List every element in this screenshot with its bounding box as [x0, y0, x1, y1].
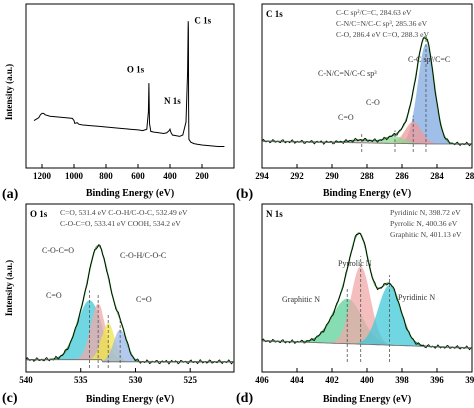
peak-label: C-C sp²/C=C [408, 55, 450, 64]
peak-label: C-O [366, 98, 380, 107]
legend-b: C-C sp²/C=C, 284.63 eV C-N/C=N/C-C sp³, 2… [336, 8, 429, 39]
xticks-d: 406 404 402 400 398 396 394 [255, 368, 474, 385]
survey-spectrum-line [33, 21, 225, 147]
legend-line: C-N/C=N/C-C sp³, 285.36 eV [336, 19, 428, 28]
xtick-label: 294 [255, 171, 269, 181]
xtick-label: 406 [255, 375, 269, 385]
peak-label: C-O-C=O [42, 246, 74, 255]
panel-c: Intensity (a.u.) O 1s C=O, 531.4 eV C-O-… [2, 203, 235, 406]
fitted-peak [262, 44, 472, 144]
panel-d: N 1s Pyridinic N, 398.72 eV Pyrrolic N, 4… [236, 203, 474, 406]
peak-labels-b: C-C sp²/C=C C-N/C=N/C-C sp³ C-O C=O [318, 55, 450, 122]
xtick-label: 540 [19, 375, 33, 385]
xtick-label: 402 [325, 375, 339, 385]
legend-line: C=O, 531.4 eV C-O-H/C-O-C, 532.49 eV [60, 208, 188, 217]
xticks-b: 294 292 290 288 286 284 282 [255, 164, 474, 181]
panel-label-c: (c) [2, 391, 18, 406]
xtick-label: 400 [360, 375, 374, 385]
ylabel-c: Intensity (a.u.) [4, 260, 14, 316]
peak-label: C=O [136, 295, 152, 304]
xlabel-a: Binding Energy (eV) [86, 188, 174, 199]
peak-label: Pyridinic N [398, 293, 435, 302]
xtick-label: 404 [290, 375, 304, 385]
peak-annotation: N 1s [164, 96, 181, 106]
xtick-label: 800 [99, 171, 113, 181]
xtick-label: 292 [290, 171, 304, 181]
panel-b: C 1s C-C sp²/C=C, 284.63 eV C-N/C=N/C-C s… [236, 3, 474, 202]
xlabel-d: Binding Energy (eV) [323, 394, 411, 405]
xticks-c: 540 535 530 525 [19, 368, 197, 385]
fitted-peaks-b [261, 36, 473, 152]
xtick-label: 1200 [33, 171, 52, 181]
raw-spectrum-line [25, 244, 235, 365]
xtick-label: 600 [131, 171, 145, 181]
xtick-label: 200 [195, 171, 209, 181]
background-line [26, 359, 234, 363]
title-d: N 1s [266, 209, 283, 219]
peak-labels-c: C-O-C=O C-O-H/C-O-C C=O C=O [42, 246, 166, 304]
xtick-label: 1000 [65, 171, 84, 181]
legend-c: C=O, 531.4 eV C-O-H/C-O-C, 532.49 eV C-O-… [60, 208, 188, 228]
xtick-label: 525 [183, 375, 197, 385]
peak-label: C-O-H/C-O-C [120, 251, 166, 260]
peak-annotation: C 1s [194, 16, 211, 26]
fitted-peak [262, 121, 472, 144]
axes-frame-a [25, 3, 235, 169]
fitted-peaks-c [25, 244, 235, 368]
peak-label: C=O [46, 291, 62, 300]
xtick-label: 400 [163, 171, 177, 181]
legend-line: Pyrrolic N, 400.36 eV [390, 219, 458, 228]
peak-label: Graphitic N [282, 295, 320, 304]
fitted-peak [262, 139, 472, 144]
panel-label-b: (b) [236, 187, 253, 202]
panel-label-d: (d) [236, 391, 253, 406]
legend-line: C-O, 286.4 eV C=O, 288.3 eV [336, 30, 429, 39]
xtick-label: 535 [74, 375, 88, 385]
fitted-peaks-d [261, 232, 473, 362]
xtick-label: 282 [465, 171, 474, 181]
peak-label: Pyrrolic N [338, 259, 372, 268]
xtick-label: 290 [325, 171, 339, 181]
title-b: C 1s [266, 9, 283, 19]
legend-d: Pyridinic N, 398.72 eV Pyrrolic N, 400.36… [390, 208, 462, 239]
xtick-label: 394 [465, 375, 474, 385]
peak-labels-d: Graphitic N Pyrrolic N Pyridinic N [282, 259, 435, 304]
envelope-fit-line [26, 245, 234, 363]
xtick-label: 288 [360, 171, 374, 181]
axes-frame-c [25, 203, 235, 373]
legend-line: Pyridinic N, 398.72 eV [390, 208, 461, 217]
legend-line: C-C sp²/C=C, 284.63 eV [336, 8, 412, 17]
xticks-a: 1200 1000 800 600 400 200 [33, 164, 209, 181]
legend-line: Graphitic N, 401.13 eV [390, 230, 462, 239]
xtick-label: 398 [395, 375, 409, 385]
peak-annotation: O 1s [127, 64, 145, 74]
title-c: O 1s [30, 209, 48, 219]
ylabel-a: Intensity (a.u.) [4, 64, 14, 120]
xtick-label: 284 [430, 171, 444, 181]
background-line [262, 340, 472, 349]
xlabel-c: Binding Energy (eV) [86, 394, 174, 405]
panel-a: Intensity (a.u.) 1200 1000 800 600 400 200 C … [2, 3, 235, 202]
xtick-label: 286 [395, 171, 409, 181]
xlabel-b: Binding Energy (eV) [323, 188, 411, 199]
fitted-peak [26, 300, 234, 362]
peak-annotations-a: C 1s O 1s N 1s [127, 16, 212, 107]
fitted-peak [26, 329, 234, 362]
background-line [262, 140, 472, 145]
peak-label: C=O [338, 113, 354, 122]
peak-label: C-N/C=N/C-C sp³ [318, 69, 377, 78]
fitted-peak [262, 266, 472, 348]
xtick-label: 396 [430, 375, 444, 385]
xtick-label: 530 [129, 375, 143, 385]
legend-line: C-O-C=O, 533.41 eV COOH, 534.2 eV [60, 219, 181, 228]
panel-label-a: (a) [2, 187, 19, 202]
